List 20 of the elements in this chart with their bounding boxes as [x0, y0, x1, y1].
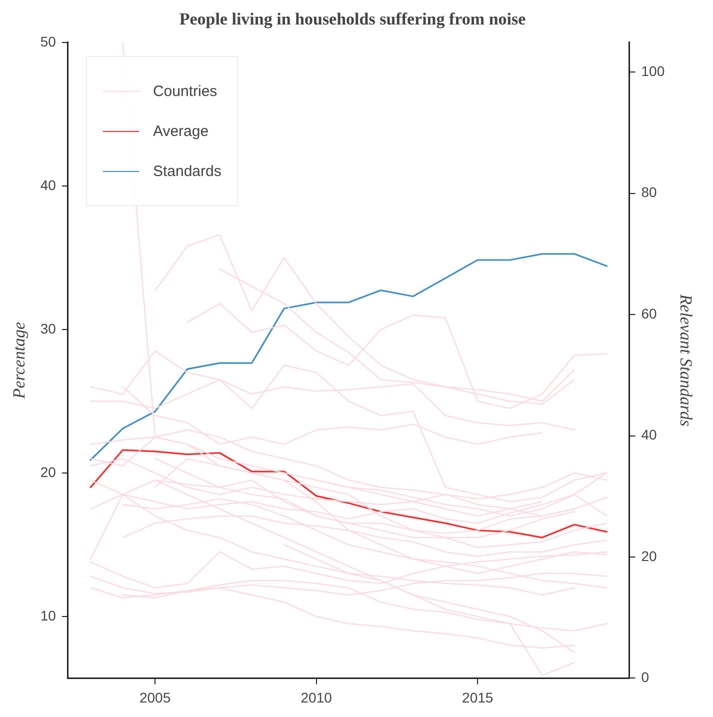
y-tick-label: 40 [40, 176, 56, 193]
x-tick-label: 2015 [462, 689, 494, 706]
y2-tick-label: 0 [641, 669, 650, 686]
y-tick-label: 30 [40, 320, 56, 336]
x-tick-label: 2005 [139, 689, 171, 706]
legend-label: Standards [152, 162, 222, 180]
y-tick-label: 20 [40, 464, 56, 480]
y2-tick-label: 40 [641, 426, 658, 443]
y-axis-title: Percentage [10, 321, 29, 400]
legend-label: Average [152, 122, 209, 140]
x-tick-label: 2010 [300, 689, 332, 706]
y2-tick-label: 100 [641, 62, 665, 79]
y-tick-label: 50 [40, 33, 56, 50]
y-tick-label: 10 [40, 607, 56, 624]
legend-label: Countries [152, 82, 218, 100]
chart-title: People living in households suffering from noise [179, 10, 526, 29]
y2-tick-label: 20 [641, 548, 658, 564]
y2-tick-label: 80 [641, 184, 658, 200]
y2-tick-label: 60 [641, 305, 658, 322]
y2-axis-title: Relevant Standards [676, 293, 696, 427]
